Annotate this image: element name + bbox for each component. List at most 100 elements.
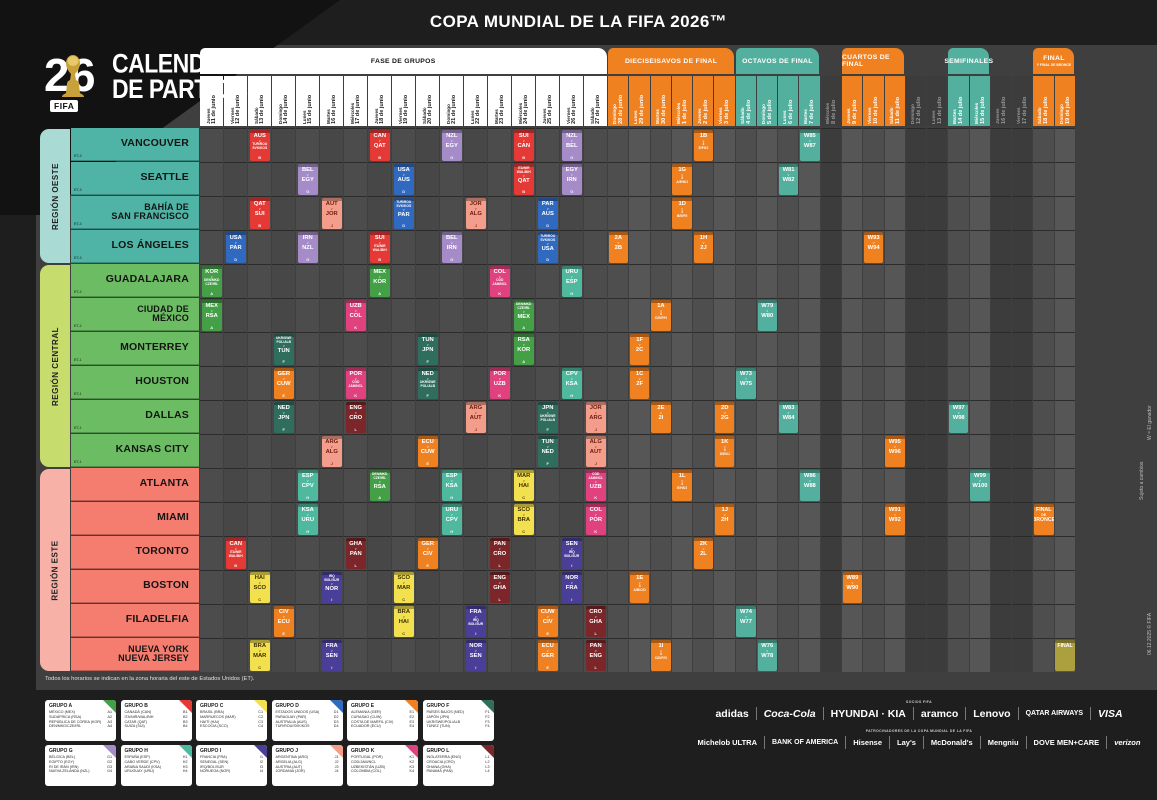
match-header-strip	[442, 469, 462, 473]
city-name: NUEVA JERSEY	[118, 653, 189, 663]
home-team: KOR	[205, 269, 219, 275]
group-letter: B	[234, 563, 238, 568]
home-team: ENG	[493, 575, 507, 581]
sponsor-separator	[764, 736, 765, 749]
match-cell: ALG v AUT J	[586, 435, 606, 467]
home-team: DEN/MKD CZE/IRL	[372, 472, 388, 480]
group-team-row: ITA/NIR/WAL/BIH B2	[124, 714, 188, 719]
match-cell: SUI v ITA/NIR WAL/BIH B	[370, 231, 390, 263]
home-team: W76	[761, 643, 774, 649]
away-team: UKR/SWE POL/ALB	[539, 414, 556, 422]
group-card-title: GRUPO E	[351, 703, 375, 709]
vs-separator: v	[681, 206, 684, 211]
away-team: W88	[803, 483, 816, 490]
city-name: MÉXICO	[152, 313, 189, 323]
date-label-bg	[344, 76, 367, 126]
date-number: 29 de junio	[638, 94, 645, 124]
group-letter: K	[594, 495, 598, 500]
group-letter: I	[475, 665, 477, 670]
group-card-j: GRUPO J ARGENTINA (ARG) J1 ARGELIA (ALG) J2 A…	[271, 745, 343, 786]
group-letter: D	[402, 223, 406, 228]
group-letter: E	[426, 461, 430, 466]
match-header-strip	[226, 231, 246, 235]
grid-column-7-de-julio	[799, 128, 820, 672]
sponsor-logo-hisense: Hisense	[853, 738, 883, 747]
group-letter: G	[570, 189, 574, 194]
match-header-strip	[250, 197, 270, 201]
match-header-strip	[418, 367, 438, 371]
match-header-strip	[322, 197, 342, 201]
date-column-label: Domingo 19 de julio	[1055, 76, 1075, 126]
date-column-label: Martes 14 de julio	[948, 76, 968, 126]
home-team: W97	[952, 405, 965, 411]
away-team: TUN	[277, 347, 290, 354]
match-cell: 2A v 2B	[608, 231, 629, 263]
phase-header-sf: SEMIFINALES	[944, 48, 993, 74]
vs-separator: v	[330, 206, 333, 211]
group-letter: G	[306, 189, 310, 194]
date-day: Domingo	[910, 104, 916, 124]
home-team: W93	[867, 235, 880, 241]
grid-column-10-de-julio	[863, 128, 884, 672]
city-timezone: ET-1	[74, 358, 82, 362]
sponsor-logo-qatar-airways: QATAR AIRWAYS	[1025, 710, 1084, 717]
group-team-row: RI DE IRÁN (IRN) G3	[49, 764, 112, 769]
away-team: ARG	[589, 415, 603, 422]
sponsor-separator	[965, 707, 967, 720]
vs-separator: v	[894, 444, 896, 449]
away-team: W77	[740, 619, 752, 626]
group-team-row: MARRUECOS (MAR) C2	[200, 714, 263, 719]
group-team-row: UZBEKISTÁN (UZB) K3	[351, 764, 414, 769]
match-cell: 1J v 2H	[714, 503, 735, 535]
away-team: 2C	[635, 347, 644, 354]
date-column-label: Domingo 14 de junio	[272, 76, 295, 126]
date-label-bg	[248, 76, 271, 126]
grid-column-25-de-junio	[536, 128, 559, 672]
date-column-label: Miércoles 8 de julio	[821, 76, 841, 126]
date-label-bg	[1033, 76, 1054, 126]
grid-column-13-de-julio	[927, 128, 948, 672]
group-team-row: SUDÁFRICA (RSA) A2	[49, 714, 112, 719]
vs-separator: v	[498, 376, 501, 381]
match-cell: FINAL	[1055, 639, 1075, 671]
match-cell: W91 v W92	[885, 503, 905, 535]
date-column-label: Viernes 3 de julio	[714, 76, 734, 126]
match-header-strip	[586, 503, 606, 507]
match-header-strip	[736, 367, 756, 371]
grid-column-11-de-junio	[200, 128, 223, 672]
group-color-wedge	[480, 700, 494, 713]
vs-separator: v	[723, 512, 726, 517]
city-row-seattle: SEATTLE ET-3	[71, 162, 199, 195]
match-cell: HAI v SCO C	[250, 571, 270, 603]
group-card-g: GRUPO G BÉLGICA (BEL) G1 EGIPTO (EGY) G2 RI D…	[45, 745, 116, 786]
vs-separator: v	[979, 478, 981, 483]
match-header-strip	[562, 129, 582, 133]
group-team-row: EGIPTO (EGY) G2	[49, 759, 112, 764]
date-label-bg	[584, 76, 607, 126]
group-card-title: GRUPO A	[49, 703, 73, 709]
match-cell: RSA v KOR A	[514, 333, 534, 365]
vs-separator: v	[282, 343, 285, 348]
sponsor-separator	[889, 736, 891, 749]
grid-column-9-de-julio	[841, 128, 863, 672]
vs-separator: v	[210, 274, 213, 279]
city-name: NUEVA YORK	[128, 643, 189, 654]
date-column-label: Sábado 11 de julio	[885, 76, 905, 126]
home-team: 1C	[635, 371, 644, 377]
city-row-vancouver: VANCOUVER ET-3	[71, 128, 199, 161]
match-header-strip	[736, 605, 756, 609]
group-letter: J	[330, 461, 333, 466]
vs-separator: v	[638, 342, 641, 347]
group-team-row: COLOMBIA (COL) K4	[351, 769, 414, 774]
sponsor-separator	[912, 707, 914, 720]
home-team: ESP	[301, 473, 314, 479]
away-team: UZB	[493, 381, 506, 388]
match-header-strip	[629, 571, 650, 575]
vs-separator: v	[766, 308, 769, 313]
group-letter: L	[594, 665, 597, 670]
group-letter: J	[474, 223, 477, 228]
away-team: GER	[541, 653, 555, 660]
match-header-strip	[693, 129, 714, 133]
date-label-bg	[693, 76, 714, 126]
date-label-bg	[392, 76, 415, 126]
